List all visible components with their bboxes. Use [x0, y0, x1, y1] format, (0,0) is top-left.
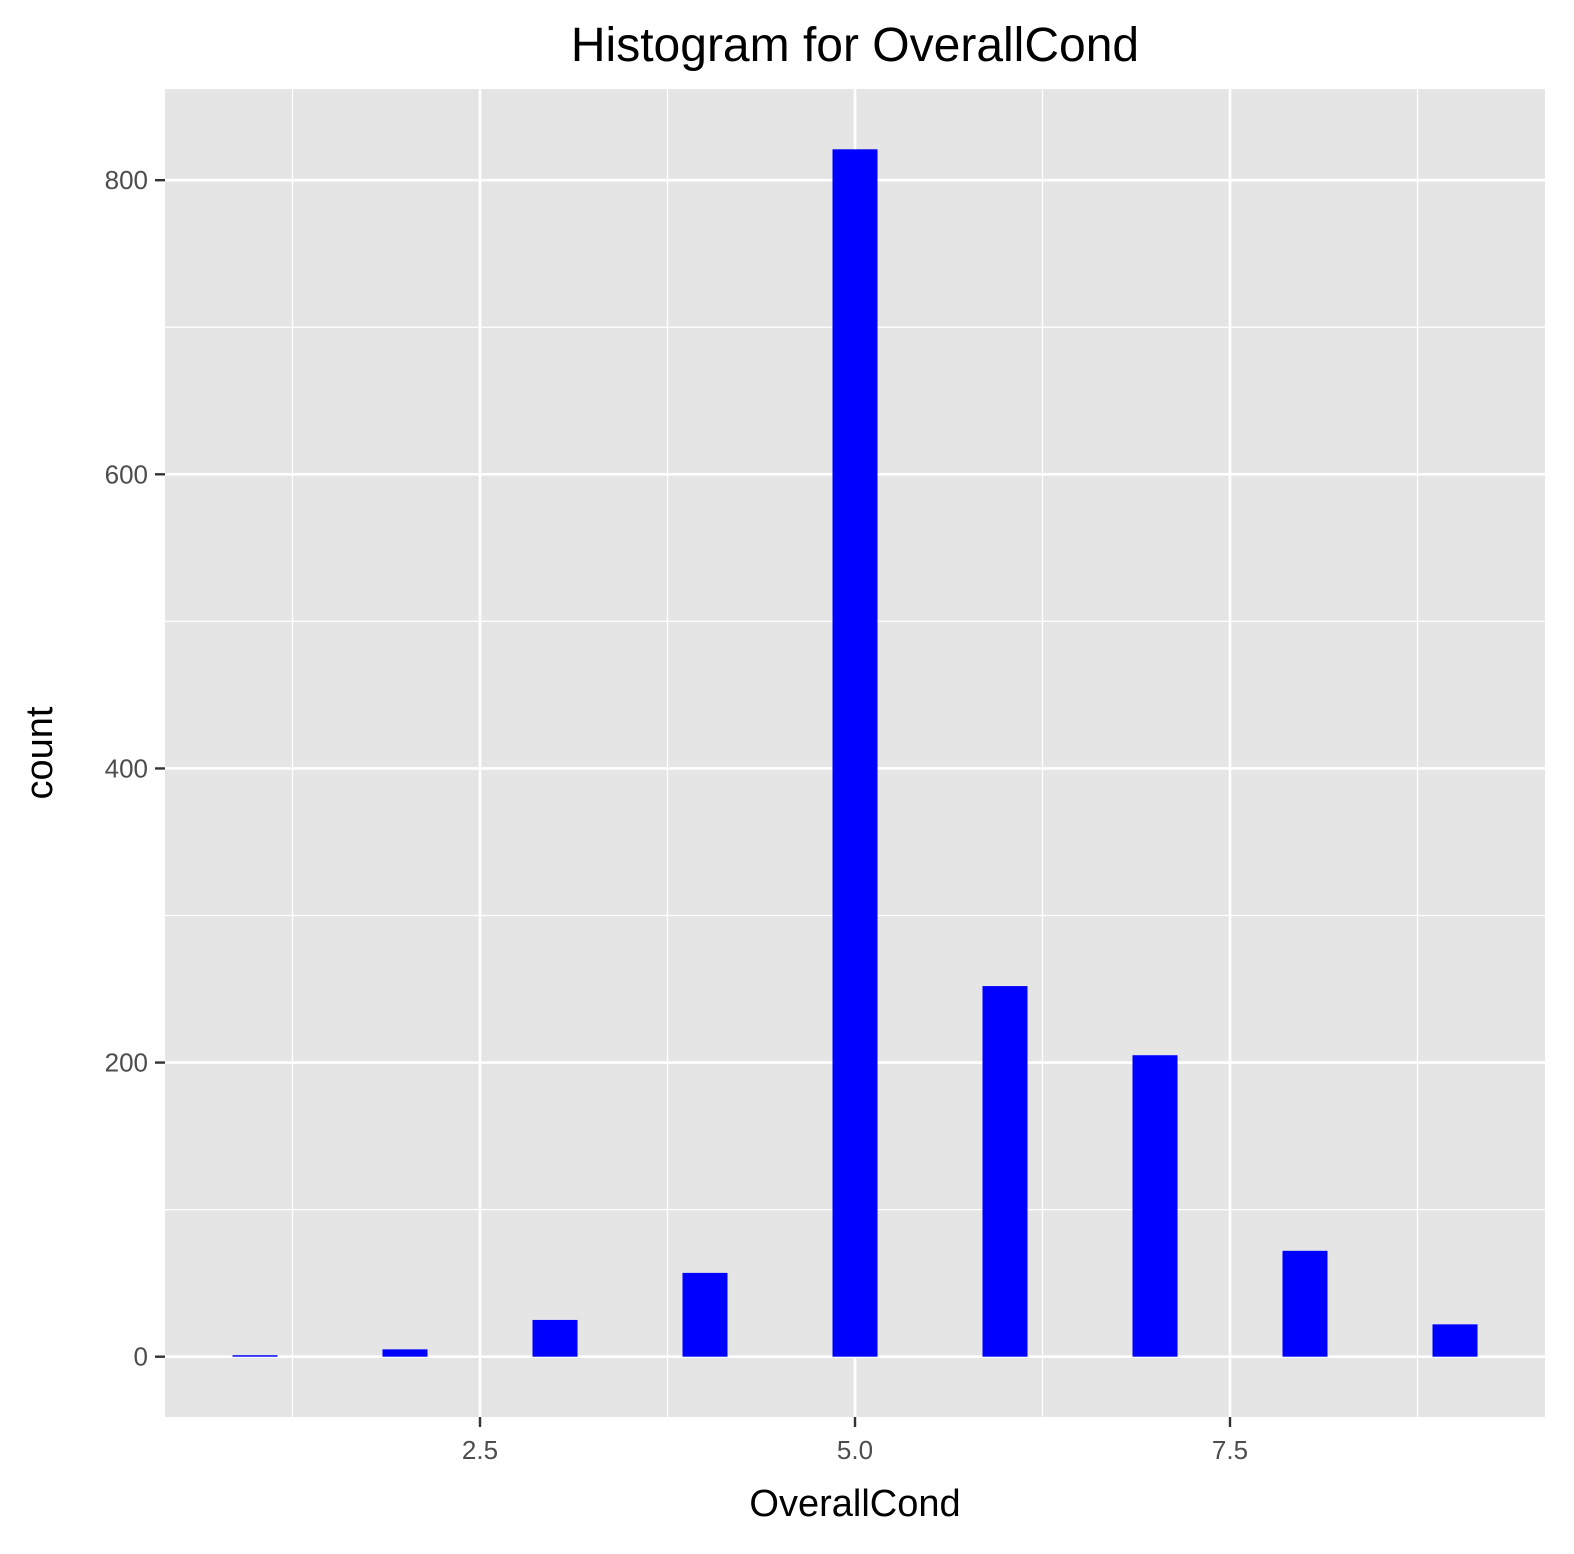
histogram-bar [382, 1349, 428, 1357]
y-axis-title: count [19, 706, 61, 799]
bars-layer [232, 149, 1478, 1357]
histogram-bar [982, 986, 1028, 1357]
histogram-bar [682, 1272, 728, 1357]
histogram-bar [232, 1355, 278, 1357]
axis-ticks [155, 178, 1232, 1427]
histogram-bar [1282, 1250, 1328, 1357]
y-tick-label: 200 [105, 1048, 148, 1078]
x-tick-label: 2.5 [462, 1435, 498, 1465]
chart-title: Histogram for OverallCond [570, 19, 1140, 72]
y-tick-label: 400 [105, 753, 148, 783]
histogram-bar [1432, 1324, 1478, 1357]
y-tick-label: 0 [134, 1342, 148, 1372]
histogram-bar [532, 1319, 578, 1357]
x-axis-title: OverallCond [749, 1483, 960, 1525]
histogram-bar [832, 149, 878, 1357]
y-tick-label: 600 [105, 459, 148, 489]
histogram-bar [1132, 1055, 1178, 1357]
x-tick-label: 7.5 [1212, 1435, 1248, 1465]
y-tick-label: 800 [105, 165, 148, 195]
tick-labels: 2.5 5.0 7.5 0 200 400 600 800 [105, 165, 1248, 1465]
x-tick-label: 5.0 [837, 1435, 873, 1465]
